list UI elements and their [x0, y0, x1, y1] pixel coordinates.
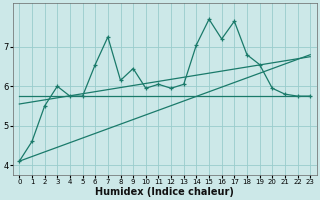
- X-axis label: Humidex (Indice chaleur): Humidex (Indice chaleur): [95, 187, 234, 197]
